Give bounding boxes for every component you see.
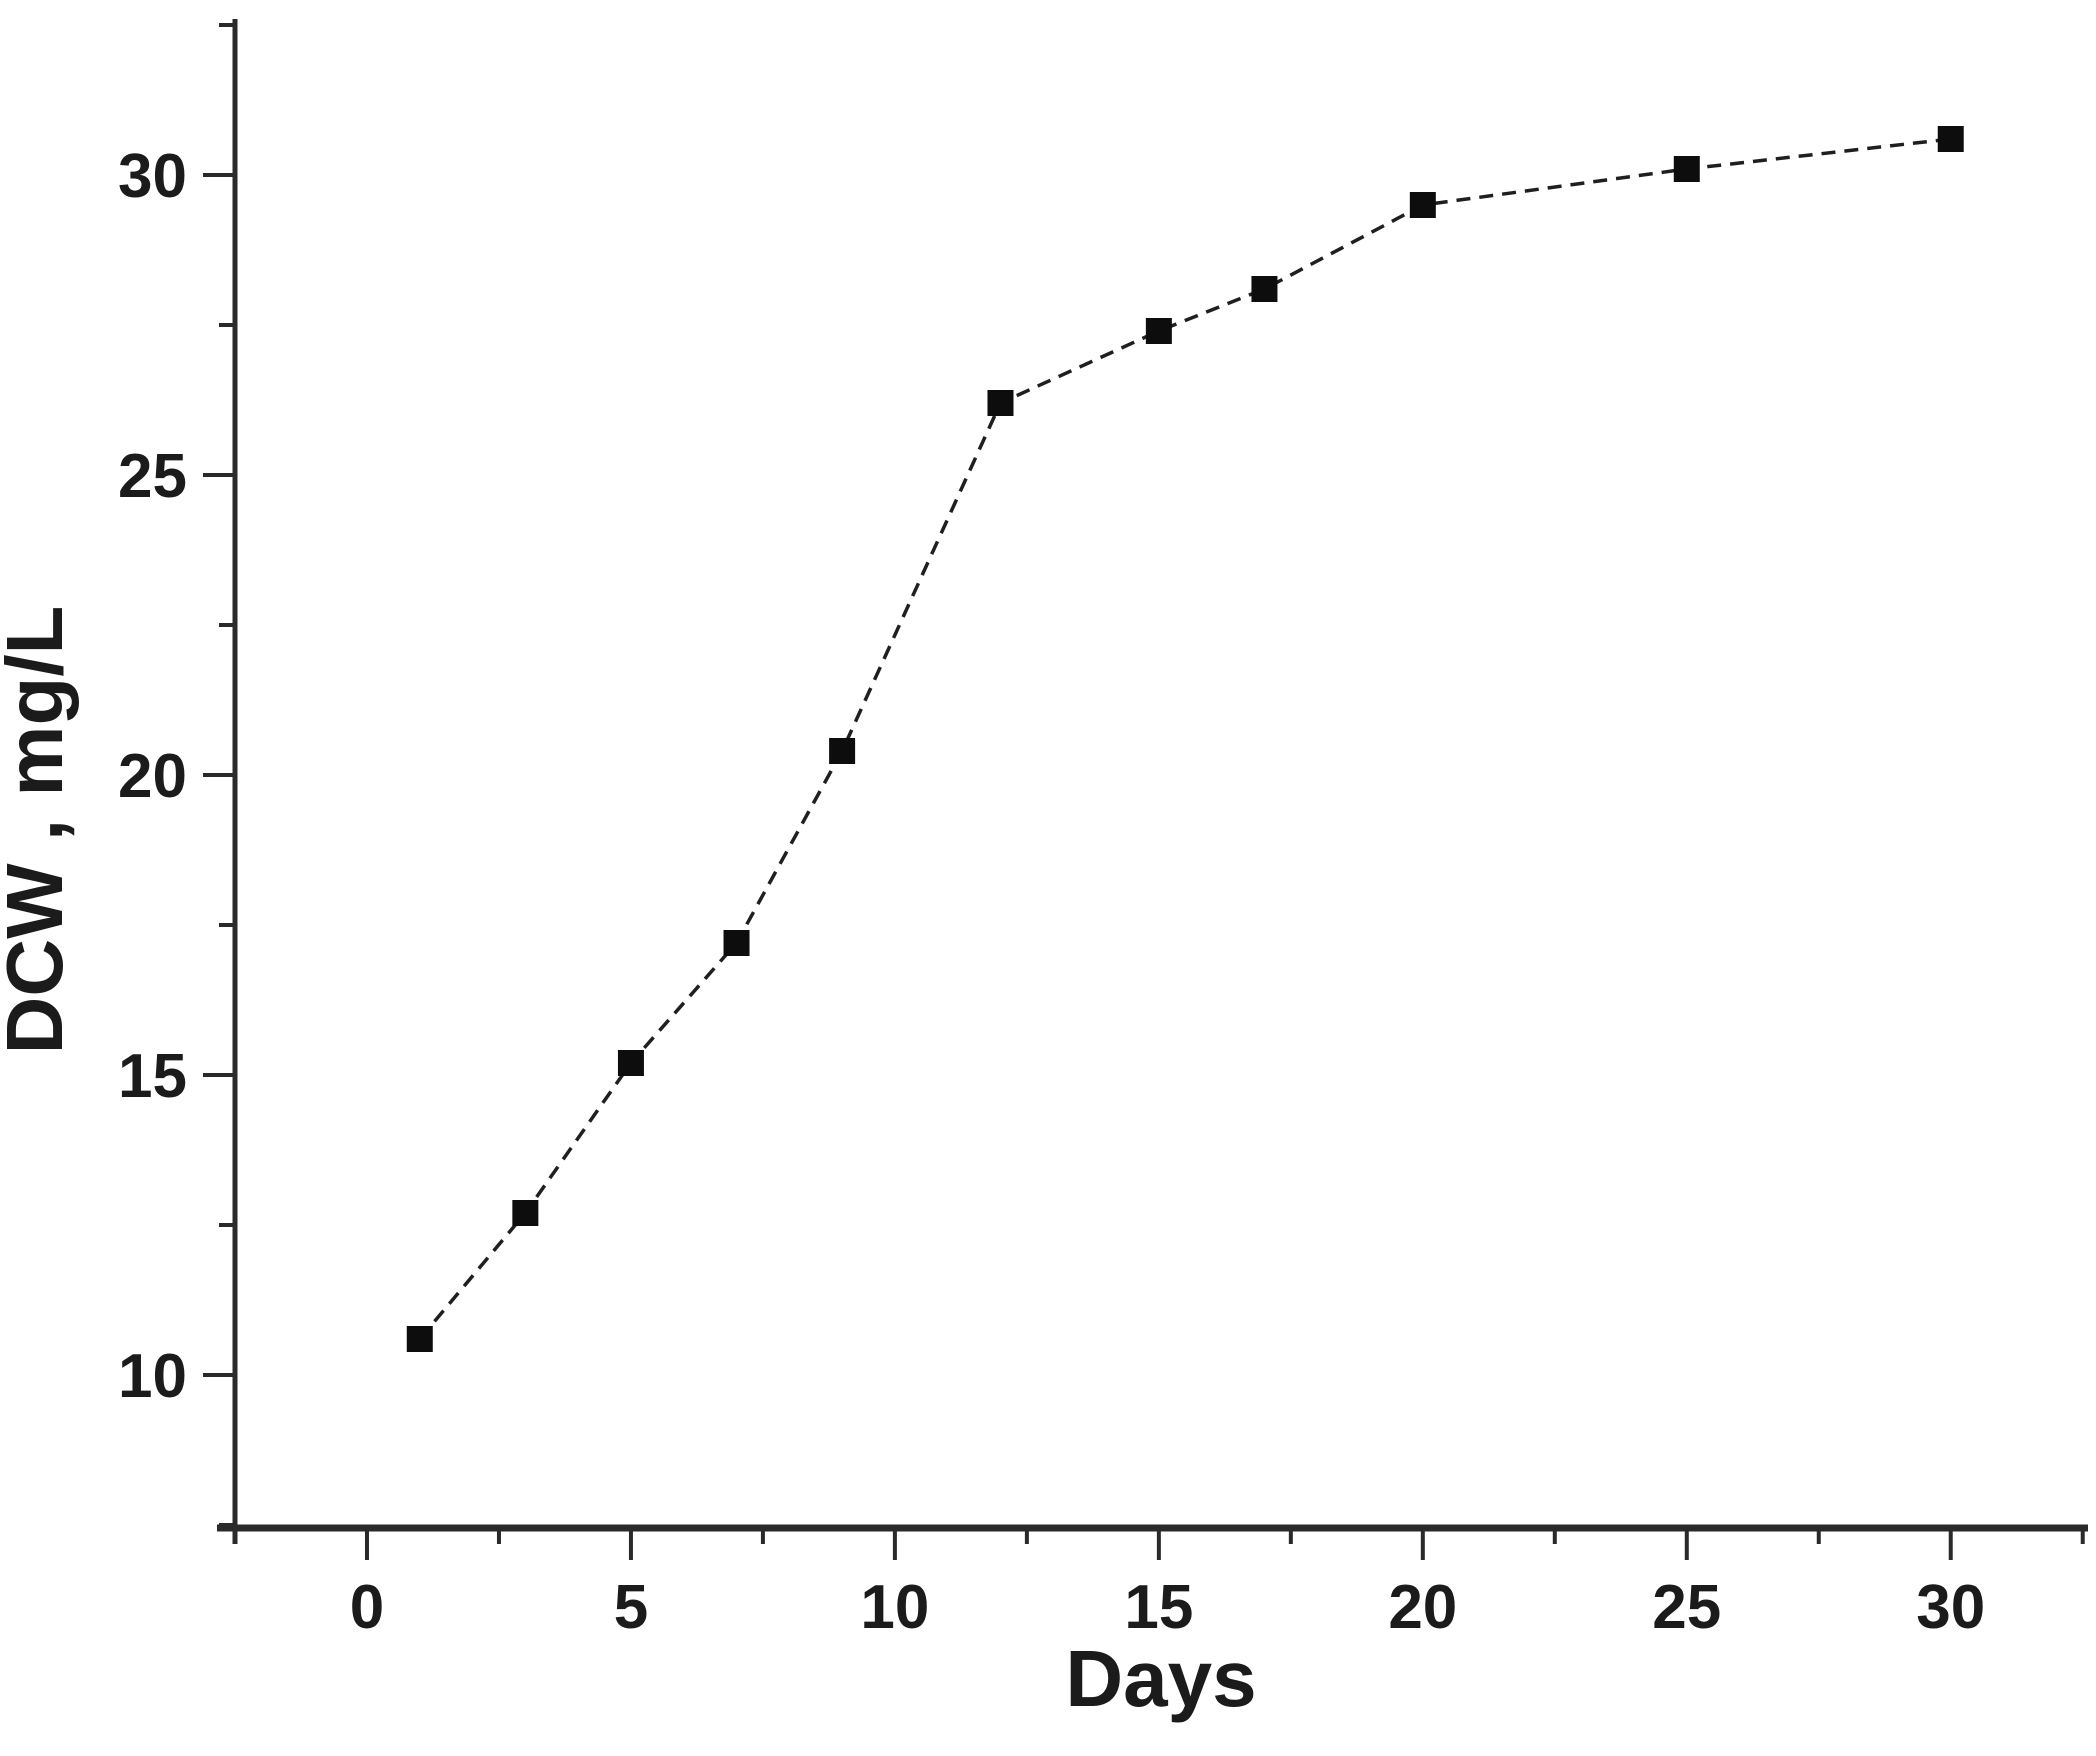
x-tick-label: 5 [614, 1573, 648, 1642]
y-axis-title: DCW , mg/L [0, 606, 79, 1055]
x-axis [217, 1524, 2088, 1560]
data-point-marker [406, 1326, 433, 1352]
x-tick-label: 20 [1388, 1573, 1457, 1642]
series [406, 126, 1964, 1352]
x-tick-label: 0 [350, 1573, 384, 1642]
data-point-marker [1673, 156, 1700, 182]
data-point-marker [512, 1200, 539, 1226]
data-point-marker [1937, 126, 1964, 152]
x-tick-label: 15 [1124, 1573, 1193, 1642]
y-tick-label: 30 [118, 142, 187, 211]
y-tick-label: 10 [118, 1342, 187, 1411]
tick-labels: 0 5 10 15 20 25 30 10 15 20 25 30 [118, 142, 1985, 1642]
y-tick-label: 15 [118, 1042, 187, 1111]
y-axis [203, 19, 238, 1544]
data-point-marker [617, 1050, 644, 1076]
data-point-marker [987, 390, 1014, 416]
data-point-marker [829, 738, 856, 764]
data-point-marker [723, 930, 750, 956]
x-tick-label: 30 [1916, 1573, 1985, 1642]
x-axis-title: Days [1065, 1634, 1256, 1723]
data-point-marker [1145, 318, 1172, 344]
data-point-marker [1251, 276, 1278, 302]
y-tick-label: 25 [118, 442, 187, 511]
x-tick-label: 25 [1652, 1573, 1721, 1642]
data-point-marker [1409, 192, 1436, 218]
x-tick-label: 10 [860, 1573, 929, 1642]
y-tick-label: 20 [118, 742, 187, 811]
